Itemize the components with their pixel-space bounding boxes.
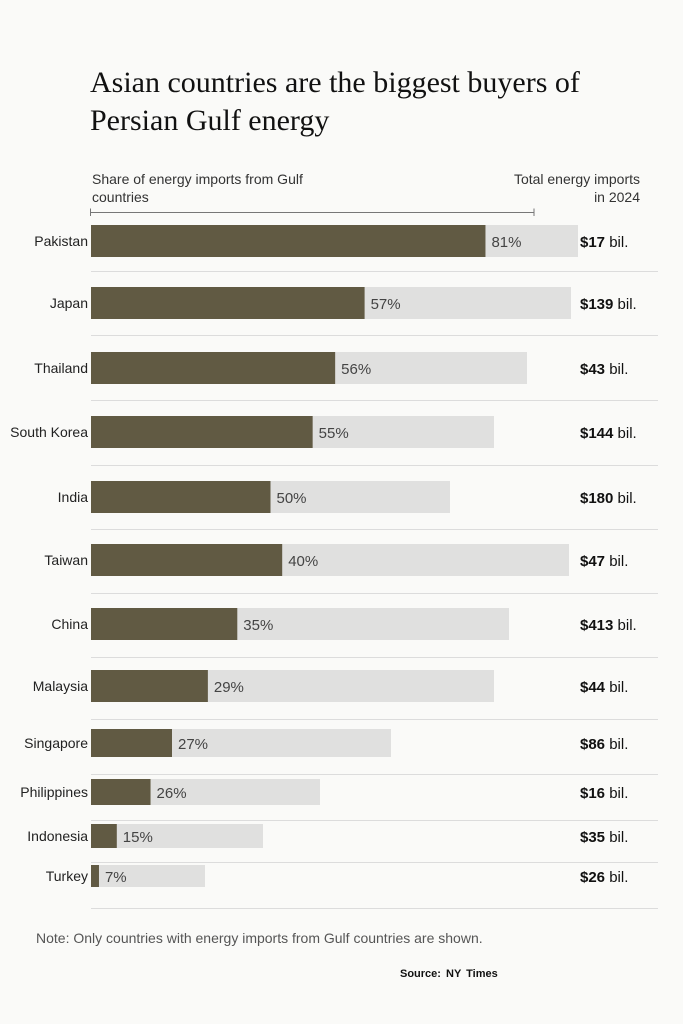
- gulf-share-bar: [91, 287, 365, 319]
- total-imports-label: $17 bil.: [580, 234, 628, 251]
- share-percent-label: 26%: [157, 785, 187, 802]
- category-label: Indonesia: [27, 828, 88, 844]
- category-label: Pakistan: [34, 233, 88, 249]
- total-imports-label: $47 bil.: [580, 553, 628, 570]
- category-label: India: [58, 489, 89, 505]
- category-label: Singapore: [24, 735, 88, 751]
- total-imports-label: $35 bil.: [580, 829, 628, 846]
- gulf-share-bar: [91, 670, 208, 702]
- bar-chart: Pakistan 81% $17 bil. Japan 57% $139 bil. Thai…: [10, 225, 658, 909]
- share-percent-label: 29%: [214, 679, 244, 696]
- category-label: China: [51, 616, 88, 632]
- total-imports-label: $43 bil.: [580, 361, 628, 378]
- total-imports-bar: [91, 865, 205, 887]
- share-percent-label: 7%: [105, 869, 127, 886]
- gulf-share-bar: [91, 544, 283, 576]
- chart-note: Note: Only countries with energy imports…: [36, 930, 483, 946]
- total-imports-label: $26 bil.: [580, 869, 628, 886]
- gulf-share-bar: [91, 481, 271, 513]
- gulf-share-bar: [91, 779, 151, 805]
- category-label: Malaysia: [33, 678, 88, 694]
- share-percent-label: 81%: [491, 234, 521, 251]
- gulf-share-bar: [91, 865, 99, 887]
- category-label: South Korea: [10, 424, 88, 440]
- category-label: Philippines: [20, 784, 88, 800]
- category-label: Taiwan: [44, 552, 88, 568]
- share-percent-label: 57%: [371, 296, 401, 313]
- total-imports-bar: [91, 824, 263, 848]
- gulf-share-bar: [91, 608, 238, 640]
- share-column-header: Share of energy imports from Gulf countr…: [92, 171, 303, 205]
- share-percent-label: 56%: [341, 361, 371, 378]
- total-column-header: Total energy imports in 2024: [513, 171, 640, 205]
- gulf-share-bar: [91, 729, 172, 757]
- gulf-share-bar: [91, 225, 486, 257]
- category-label: Thailand: [34, 360, 88, 376]
- share-percent-label: 50%: [277, 490, 307, 507]
- chart-title: Asian countries are the biggest buyers o…: [90, 66, 580, 137]
- total-imports-label: $180 bil.: [580, 490, 637, 507]
- share-percent-label: 40%: [288, 553, 318, 570]
- total-imports-label: $44 bil.: [580, 679, 628, 696]
- header-bracket: [90, 208, 535, 216]
- total-imports-label: $413 bil.: [580, 617, 637, 634]
- gulf-share-bar: [91, 824, 117, 848]
- share-percent-label: 15%: [123, 829, 153, 846]
- share-percent-label: 55%: [319, 425, 349, 442]
- category-label: Turkey: [46, 868, 88, 884]
- total-imports-label: $144 bil.: [580, 425, 637, 442]
- total-imports-label: $16 bil.: [580, 785, 628, 802]
- share-percent-label: 35%: [243, 617, 273, 634]
- gulf-share-bar: [91, 416, 313, 448]
- chart-source: Source: NY Times: [400, 968, 498, 980]
- share-percent-label: 27%: [178, 736, 208, 753]
- total-imports-label: $86 bil.: [580, 736, 628, 753]
- gulf-share-bar: [91, 352, 336, 384]
- category-label: Japan: [50, 295, 88, 311]
- total-imports-label: $139 bil.: [580, 296, 637, 313]
